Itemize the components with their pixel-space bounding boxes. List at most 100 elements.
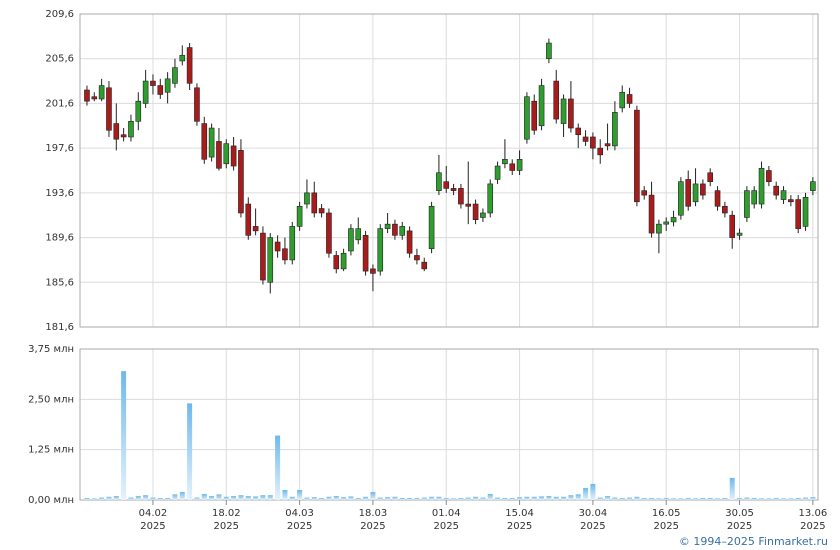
x-tick-label: 18.02	[212, 508, 241, 519]
x-tick-label: 15.04	[505, 508, 534, 519]
candle-body	[252, 226, 259, 232]
candle-body	[744, 190, 750, 218]
volume-bar	[245, 495, 251, 500]
y-tick-label: 205,6	[45, 54, 74, 65]
x-tick-year: 2025	[507, 521, 532, 532]
volume-bar	[795, 497, 801, 500]
volume-bar	[91, 498, 97, 500]
volume-bar	[656, 498, 662, 500]
volume-bar	[502, 497, 508, 500]
candle-body	[758, 167, 765, 205]
volume-bar	[429, 496, 435, 500]
volume-bar	[693, 498, 699, 500]
candle-body	[318, 208, 325, 214]
volume-bar	[297, 489, 303, 500]
x-tick-label: 04.02	[139, 508, 168, 519]
candle-body	[113, 123, 120, 140]
volume-bar	[495, 497, 501, 500]
volume-bar	[363, 496, 369, 500]
candle-body	[106, 87, 112, 131]
candle-body	[150, 80, 156, 86]
volume-bar	[781, 498, 787, 500]
volume-bar	[209, 495, 215, 500]
candle-body	[575, 127, 582, 136]
candle-body	[399, 226, 406, 236]
candle-body	[604, 143, 611, 147]
candle-body	[282, 248, 288, 261]
volume-bar	[759, 498, 765, 500]
y-tick-label: 0,00 млн	[28, 495, 74, 506]
volume-bar	[597, 497, 603, 500]
volume-bar	[744, 497, 750, 500]
y-tick-label: 189,6	[45, 233, 74, 244]
candle-body	[634, 109, 640, 203]
candle-body	[678, 181, 684, 216]
volume-bar	[685, 497, 691, 500]
candle-body	[619, 91, 626, 109]
volume-bar	[99, 497, 105, 500]
volume-bar	[260, 495, 266, 500]
volume-bar	[473, 496, 479, 500]
candle-body	[230, 145, 237, 167]
volume-bar	[575, 494, 581, 500]
volume-bar	[304, 497, 310, 500]
volume-bar	[333, 495, 339, 500]
volume-bar	[480, 497, 486, 500]
candle-body	[98, 85, 105, 100]
candle-body	[84, 89, 90, 102]
candle-body	[685, 179, 692, 207]
volume-bar	[605, 495, 611, 500]
candle-body	[443, 181, 450, 189]
volume-bar	[524, 496, 530, 500]
candle-body	[333, 255, 340, 270]
x-tick-year: 2025	[140, 521, 165, 532]
candle-body	[509, 163, 516, 171]
volume-bar	[803, 497, 809, 500]
candle-body	[326, 212, 332, 254]
y-tick-label: 197,6	[45, 143, 74, 154]
candle-body	[692, 183, 699, 203]
volume-bar	[553, 496, 559, 500]
volume-bar	[707, 497, 713, 500]
x-tick-year: 2025	[653, 521, 678, 532]
volume-bar	[531, 496, 537, 500]
y-tick-label: 209,6	[45, 9, 74, 20]
x-tick-year: 2025	[214, 521, 239, 532]
candle-body	[164, 78, 171, 93]
volume-bar	[583, 487, 589, 500]
candle-body	[216, 141, 222, 169]
candle-body	[289, 226, 296, 261]
x-tick-label: 30.05	[725, 508, 754, 519]
volume-bar	[355, 497, 361, 500]
candle-body	[546, 42, 552, 60]
candle-body	[245, 203, 252, 236]
candle-body	[670, 217, 677, 223]
volume-bar	[722, 497, 728, 500]
volume-bar	[751, 497, 757, 500]
x-tick-label: 30.04	[579, 508, 608, 519]
candle-body	[780, 190, 787, 200]
candle-body	[186, 47, 193, 84]
candle-body	[201, 123, 208, 160]
volume-bar	[157, 497, 163, 500]
volume-bar	[392, 496, 398, 500]
volume-bar	[121, 371, 127, 500]
candle-body	[648, 194, 655, 234]
x-tick-year: 2025	[800, 521, 825, 532]
volume-bar	[135, 495, 141, 500]
candle-body	[384, 223, 391, 229]
candle-body	[626, 94, 633, 104]
candle-body	[296, 205, 303, 227]
candle-body	[128, 121, 134, 138]
y-tick-label: 201,6	[45, 98, 74, 109]
volume-bar	[187, 403, 193, 500]
candle-body	[560, 98, 567, 124]
volume-bar	[377, 497, 383, 500]
candle-body	[795, 199, 802, 229]
y-tick-label: 181,6	[45, 322, 74, 333]
volume-bar	[451, 498, 457, 500]
candle-body	[656, 223, 662, 234]
volume-bar	[106, 496, 112, 500]
volume-bar	[671, 498, 677, 500]
